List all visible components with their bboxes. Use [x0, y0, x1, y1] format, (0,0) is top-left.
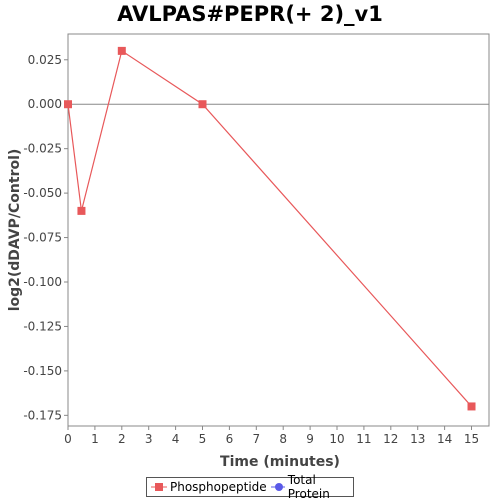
x-tick-label: 6: [226, 432, 234, 446]
circle-marker-icon: [270, 483, 285, 491]
x-tick-label: 4: [172, 432, 180, 446]
data-point: [467, 402, 476, 411]
legend-label-total-protein: Total Protein: [287, 473, 330, 501]
x-tick-label: 2: [118, 432, 126, 446]
x-tick-label: 1: [91, 432, 99, 446]
x-tick-label: 11: [356, 432, 371, 446]
x-tick-label: 3: [145, 432, 153, 446]
legend-item-total-protein: Total Protein: [270, 473, 353, 501]
data-point: [77, 206, 86, 215]
x-tick-label: 15: [464, 432, 479, 446]
x-tick-label: 12: [383, 432, 398, 446]
y-axis-label: log2(dDAVP/Control): [7, 149, 23, 312]
y-tick-label: -0.175: [23, 408, 62, 422]
y-tick-label: -0.150: [23, 364, 62, 378]
y-tick-label: -0.125: [23, 319, 62, 333]
x-tick-label: 10: [329, 432, 344, 446]
x-axis-label: Time (minutes): [220, 454, 340, 470]
y-tick-label: 0.025: [28, 53, 62, 67]
y-tick-label: 0.000: [28, 97, 62, 111]
legend-item-phosphopeptide: Phosphopeptide: [151, 480, 267, 494]
x-tick-label: 7: [252, 432, 260, 446]
y-tick-label: -0.025: [23, 142, 62, 156]
chart-title: AVLPAS#PEPR(+ 2)_v1: [117, 2, 383, 26]
data-point: [64, 100, 72, 109]
x-tick-label: 9: [306, 432, 314, 446]
x-tick-label: 14: [437, 432, 452, 446]
x-tick-label: 5: [199, 432, 207, 446]
data-point: [117, 46, 126, 55]
y-tick-label: -0.075: [23, 231, 62, 245]
y-tick-label: -0.100: [23, 275, 62, 289]
x-tick-label: 0: [64, 432, 72, 446]
square-marker-icon: [151, 483, 167, 491]
legend-label-phosphopeptide: Phosphopeptide: [170, 480, 267, 494]
plot-area: [67, 33, 490, 427]
x-tick-label: 8: [279, 432, 287, 446]
data-point: [198, 100, 207, 109]
x-tick-label: 13: [410, 432, 425, 446]
chart-legend: Phosphopeptide Total Protein: [146, 473, 354, 501]
y-tick-label: -0.050: [23, 186, 62, 200]
